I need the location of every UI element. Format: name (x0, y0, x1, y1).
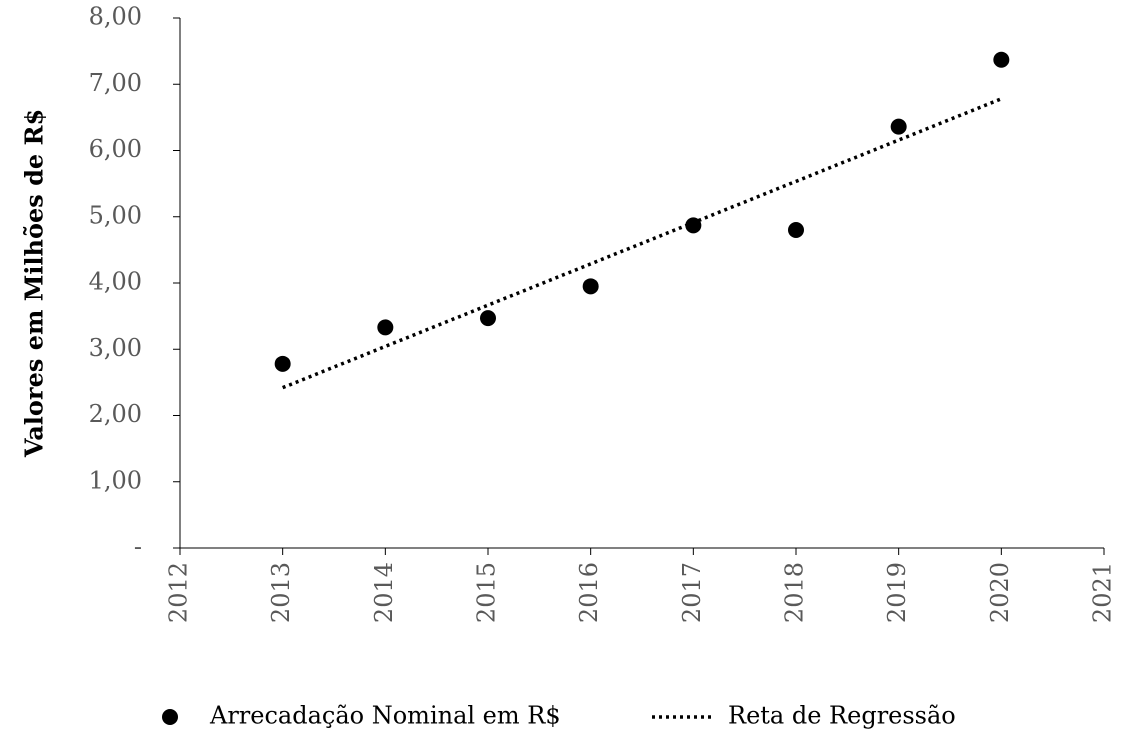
y-tick-label: 2,00 (89, 400, 142, 428)
x-tick-label: 2015 (473, 562, 501, 623)
x-tick-label: 2018 (781, 562, 809, 623)
y-tick-label: 4,00 (89, 268, 142, 296)
y-tick-label: 8,00 (89, 3, 142, 31)
data-point (480, 310, 496, 327)
y-tick-label: 1,00 (89, 466, 142, 494)
data-point (274, 355, 291, 372)
data-point (685, 217, 702, 234)
x-tick-label: 2013 (267, 562, 295, 623)
legend-label: Arrecadação Nominal em R$ (209, 702, 561, 730)
y-axis-label: Valores em Milhões de R$ (20, 109, 49, 458)
x-tick-label: 2012 (165, 562, 193, 623)
data-point (993, 51, 1010, 68)
regression-line (282, 97, 1002, 390)
data-point (377, 319, 394, 336)
y-tick-label: 5,00 (89, 201, 142, 229)
x-tick-label: 2019 (883, 562, 911, 623)
legend-label: Reta de Regressão (728, 702, 956, 730)
x-tick-label: 2020 (986, 562, 1014, 623)
y-tick-label: 7,00 (89, 69, 142, 97)
x-tick-label: 2017 (678, 562, 706, 623)
data-point (890, 118, 907, 135)
x-tick-label: 2014 (370, 562, 398, 623)
data-point (582, 278, 599, 295)
x-tick-label: 2016 (575, 562, 603, 623)
y-tick-label: 6,00 (89, 135, 142, 163)
data-point (788, 222, 804, 238)
y-tick-label: - (134, 533, 142, 561)
legend-marker (162, 709, 178, 725)
y-tick-label: 3,00 (89, 334, 142, 362)
x-tick-label: 2021 (1089, 562, 1117, 623)
